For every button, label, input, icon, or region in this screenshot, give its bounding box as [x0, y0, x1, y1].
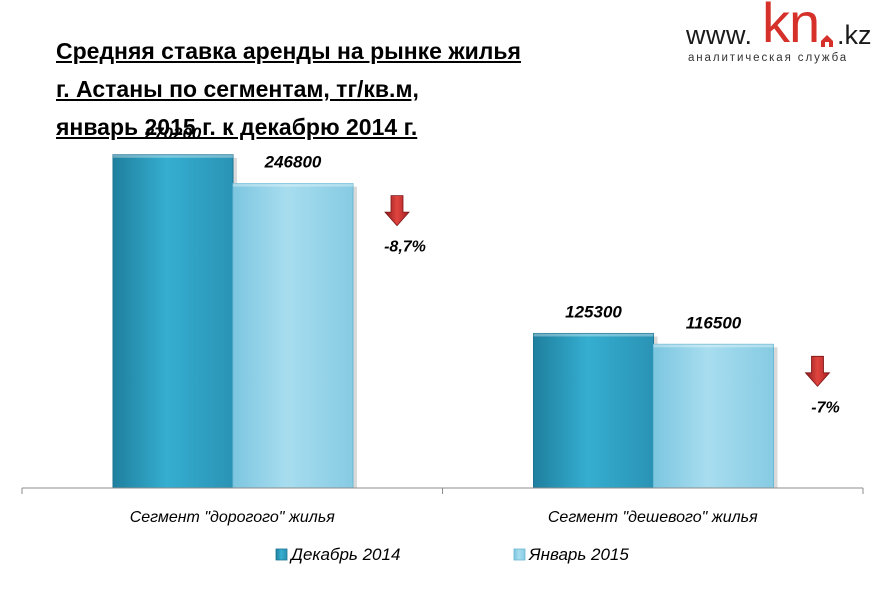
bar-top-highlight [233, 183, 353, 187]
bar-top-highlight [113, 154, 233, 158]
logo-tagline: аналитическая служба [688, 52, 849, 64]
data-label: 270200 [144, 124, 202, 143]
data-label: 246800 [264, 153, 322, 172]
logo: www. kn .kz аналитическая служба [686, 0, 876, 70]
logo-kn: kn [762, 0, 820, 54]
bar [653, 343, 774, 489]
bar [232, 183, 354, 489]
category-label: Сегмент "дорогого" жилья [130, 509, 336, 526]
legend-swatch [275, 548, 288, 561]
title-line-2: г. Астаны по сегментам, тг/кв.м, [56, 76, 419, 102]
change-label: -8,7% [384, 239, 426, 256]
legend-label: Январь 2015 [528, 545, 629, 564]
title-line-3: январь 2015 г. к декабрю 2014 г. [56, 114, 418, 140]
data-label: 125300 [565, 302, 622, 321]
chart-title: Средняя ставка аренды на рынке жилья г. … [56, 32, 596, 146]
bar-top-highlight [533, 333, 654, 337]
bar [112, 154, 234, 489]
logo-www: www. [686, 20, 753, 50]
logo-kz: .kz [837, 20, 872, 50]
legend-swatch [513, 548, 526, 561]
house-icon [821, 35, 833, 47]
data-label: 116500 [686, 313, 742, 332]
legend-label: Декабрь 2014 [289, 545, 400, 564]
title-line-1: Средняя ставка аренды на рынке жилья [56, 38, 521, 64]
category-label: Сегмент "дешевого" жилья [548, 509, 758, 526]
change-label: -7% [811, 399, 839, 416]
down-arrow-icon [384, 195, 410, 227]
bar [533, 332, 654, 489]
down-arrow-icon [804, 355, 831, 387]
bar-top-highlight [653, 344, 774, 348]
